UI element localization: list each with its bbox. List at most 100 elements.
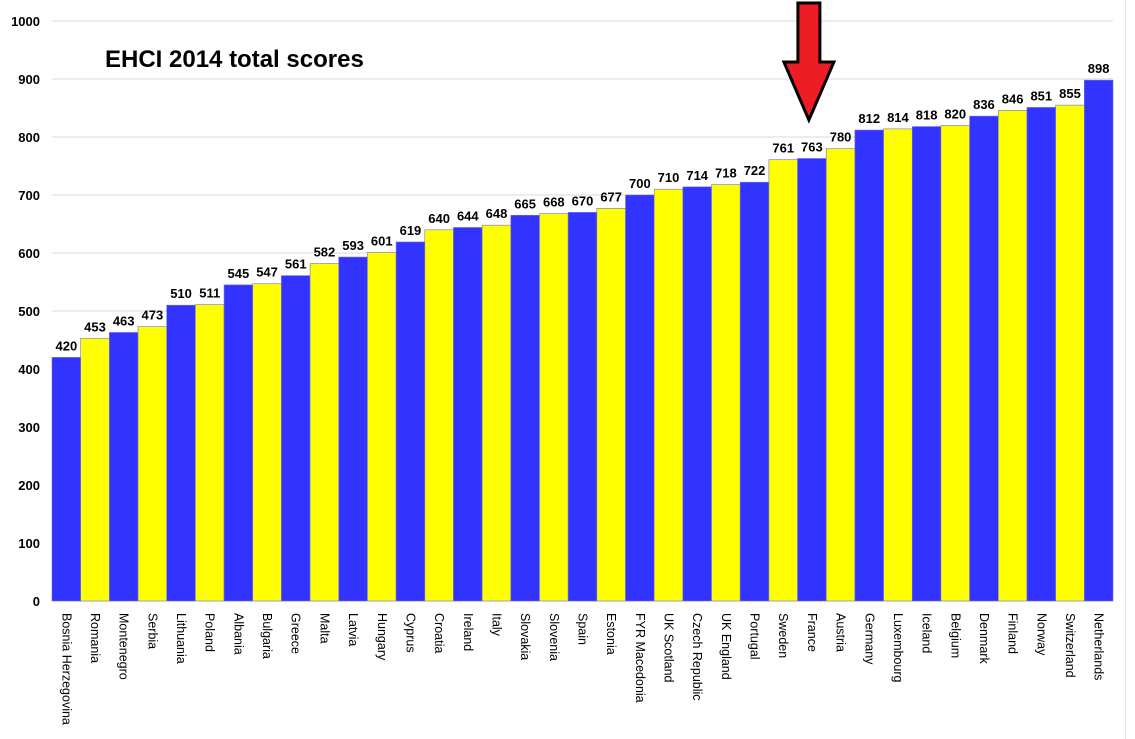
y-tick-label: 500: [18, 304, 40, 319]
x-tick-label: Albania: [231, 613, 245, 655]
value-label: 710: [658, 170, 680, 185]
x-tick-label: Finland: [1006, 613, 1020, 654]
bar: [80, 337, 110, 602]
bar: [711, 184, 741, 602]
value-label: 547: [256, 265, 278, 280]
x-tick-label: Czech Republic: [690, 613, 704, 701]
value-label: 722: [744, 163, 766, 178]
y-tick-label: 300: [18, 420, 40, 435]
x-tick-label: Estonia: [604, 613, 618, 655]
x-tick-label: France: [805, 613, 819, 652]
y-tick-label: 800: [18, 130, 40, 145]
bar: [309, 263, 340, 602]
x-tick-label: Belgium: [948, 613, 962, 658]
x-tick-label: Malta: [317, 613, 331, 644]
bar: [940, 125, 970, 602]
y-tick-label: 600: [18, 246, 40, 261]
bar: [1084, 79, 1114, 602]
x-tick-label: Switzerland: [1063, 613, 1077, 678]
x-tick-label: Bosnia Herzegovina: [59, 613, 73, 725]
bar: [567, 212, 598, 602]
bar: [338, 256, 368, 602]
value-label: 511: [199, 286, 220, 301]
x-tick-label: Spain: [576, 613, 590, 645]
bar: [453, 227, 483, 602]
value-labels: 420 453 463 473 510 511 545 547 561 582 593 601 619 6…: [55, 61, 1109, 353]
bar: [137, 326, 168, 602]
value-label: 763: [801, 139, 823, 154]
x-axis-labels: Bosnia Herzegovina Romania Montenegro Serbi…: [59, 613, 1105, 725]
x-tick-label: Serbia: [145, 613, 159, 649]
value-label: 463: [113, 313, 135, 328]
x-tick-label: Ireland: [461, 613, 475, 651]
x-tick-label: Sweden: [776, 613, 790, 658]
x-tick-label: Bulgaria: [260, 613, 274, 659]
y-tick-label: 900: [18, 72, 40, 87]
bar: [252, 283, 282, 602]
bar: [281, 275, 311, 602]
value-label: 846: [1002, 91, 1024, 106]
value-label: 453: [84, 319, 106, 334]
value-label: 510: [170, 286, 192, 301]
bar: [109, 332, 139, 602]
bar: [768, 159, 798, 602]
value-label: 820: [944, 106, 966, 121]
x-tick-label: Hungary: [375, 613, 389, 661]
bar: [596, 208, 626, 602]
value-label: 640: [428, 211, 450, 226]
x-tick-label: Cyprus: [403, 613, 417, 653]
x-tick-label: Italy: [489, 613, 503, 637]
x-tick-label: UK Scotland: [662, 613, 676, 683]
arrow-shape: [781, 1, 837, 124]
chart-title: EHCI 2014 total scores: [105, 46, 364, 73]
value-label: 780: [830, 130, 852, 145]
bar: [997, 110, 1028, 602]
x-tick-label: Greece: [289, 613, 303, 654]
value-label: 665: [514, 196, 536, 211]
bar: [625, 194, 655, 602]
x-tick-label: Denmark: [977, 613, 991, 664]
value-label: 648: [486, 206, 508, 221]
y-tick-label: 1000: [11, 14, 40, 29]
x-tick-label: UK England: [719, 613, 733, 680]
value-label: 814: [887, 110, 909, 125]
value-label: 561: [285, 257, 307, 272]
value-label: 761: [772, 141, 794, 156]
bar: [1055, 104, 1085, 602]
x-tick-label: Slovakia: [518, 613, 532, 660]
x-tick-label: Germany: [862, 613, 876, 665]
value-label: 644: [457, 208, 479, 223]
value-label: 718: [715, 166, 737, 181]
bar: [797, 158, 827, 602]
bar: [51, 357, 81, 602]
bar: [395, 241, 426, 602]
value-label: 851: [1030, 88, 1052, 103]
value-label: 818: [916, 108, 938, 123]
y-tick-label: 700: [18, 188, 40, 203]
value-label: 420: [55, 338, 77, 353]
x-tick-label: Iceland: [920, 613, 934, 653]
bar: [911, 126, 942, 602]
bar: [854, 129, 884, 602]
x-tick-label: Austria: [834, 613, 848, 652]
bar: [825, 148, 856, 602]
x-tick-label: Latvia: [346, 613, 360, 646]
x-tick-label: Norway: [1034, 613, 1048, 656]
bar: [539, 213, 569, 602]
bar: [510, 215, 540, 602]
bar: [166, 304, 196, 602]
value-label: 619: [400, 223, 422, 238]
x-tick-label: Montenegro: [117, 613, 131, 680]
value-label: 700: [629, 176, 651, 191]
x-tick-label: Poland: [203, 613, 217, 652]
bar: [223, 284, 254, 602]
x-tick-label: FYR Macedonia: [633, 613, 647, 703]
x-tick-label: Croatia: [432, 613, 446, 653]
value-label: 677: [600, 189, 622, 204]
y-tick-label: 100: [18, 536, 40, 551]
bar: [424, 229, 454, 602]
bar: [739, 181, 770, 602]
bar: [682, 186, 712, 602]
y-axis-ticks: 0 100 200 300 400 500 600 700 800 900 1000: [11, 14, 40, 609]
